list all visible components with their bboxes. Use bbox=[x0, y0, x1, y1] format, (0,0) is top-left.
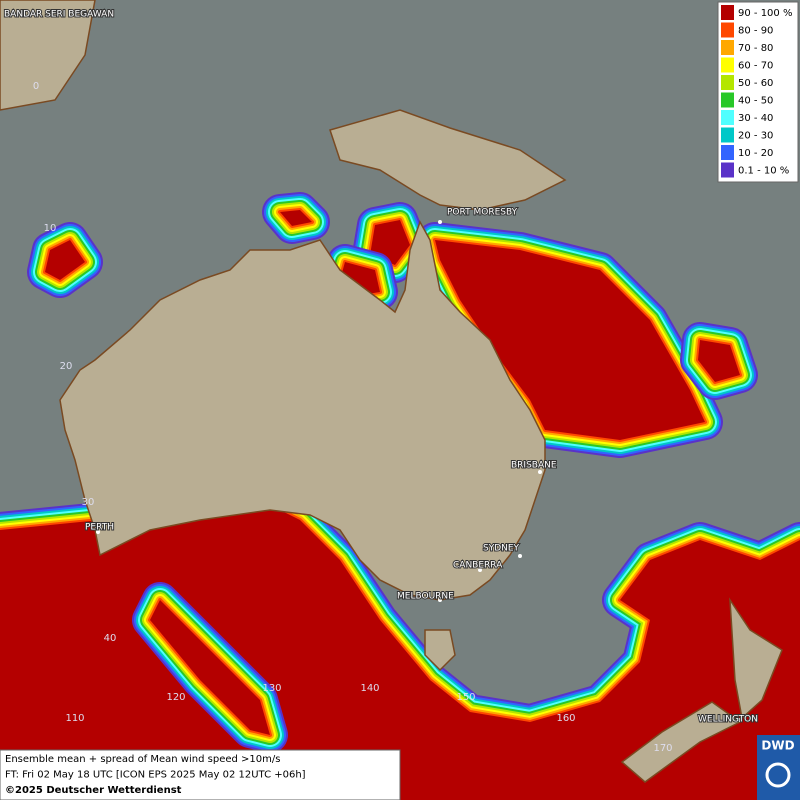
footer-line: ©2025 Deutscher Wetterdienst bbox=[5, 785, 182, 796]
new-guinea bbox=[329, 109, 567, 211]
legend-swatch bbox=[721, 75, 734, 90]
legend-swatch bbox=[721, 57, 734, 73]
grid-label: 160 bbox=[556, 713, 575, 724]
australia bbox=[59, 220, 546, 601]
grid-label: 130 bbox=[262, 683, 281, 694]
footer-line: FT: Fri 02 May 18 UTC [ICON EPS 2025 May… bbox=[5, 770, 306, 781]
land bbox=[0, 0, 783, 783]
legend-label: 40 - 50 bbox=[738, 96, 773, 107]
probability-band bbox=[150, 600, 270, 735]
footer-box bbox=[0, 749, 401, 800]
legend-label: 10 - 20 bbox=[738, 148, 773, 159]
legend-swatch bbox=[721, 22, 734, 38]
probability-band bbox=[698, 340, 740, 382]
legend-label: 70 - 80 bbox=[738, 43, 773, 54]
legend-label: 60 - 70 bbox=[738, 61, 773, 72]
grid-label: 140 bbox=[360, 683, 379, 694]
city-label: WELLINGTON bbox=[698, 715, 758, 725]
logo-swirl bbox=[765, 762, 791, 788]
city-label: BRISBANE bbox=[511, 461, 557, 471]
city-marker bbox=[738, 718, 742, 722]
probability-fields bbox=[0, 192, 800, 800]
legend-swatch bbox=[721, 110, 734, 125]
grid-label: 10 bbox=[44, 223, 57, 234]
legend-label: 20 - 30 bbox=[738, 131, 773, 142]
city-label: CANBERRA bbox=[453, 561, 503, 571]
legend-swatch bbox=[721, 162, 734, 178]
legend-label: 80 - 90 bbox=[738, 26, 773, 37]
city-label: PERTH bbox=[85, 523, 114, 533]
city-marker bbox=[88, 10, 92, 14]
legend-swatch bbox=[721, 127, 734, 143]
city-label: MELBOURNE bbox=[397, 592, 454, 602]
logo: DWD bbox=[757, 735, 800, 800]
city-marker bbox=[438, 598, 442, 602]
probability-band bbox=[45, 240, 85, 280]
labels: BANDAR SERI BEGAWAN PORT MORESBY BRISBANE P… bbox=[3, 9, 759, 755]
grid-label: 0 bbox=[33, 81, 39, 92]
legend-label: 90 - 100 % bbox=[738, 8, 792, 19]
grid-label: 40 bbox=[104, 633, 117, 644]
footer: Ensemble mean + spread of Mean wind spee… bbox=[0, 749, 401, 800]
city-marker bbox=[538, 470, 542, 474]
city-label: PORT MORESBY bbox=[447, 208, 518, 218]
borneo bbox=[0, 0, 96, 111]
grid-label: 120 bbox=[166, 692, 185, 703]
grid-label: 30 bbox=[82, 497, 95, 508]
grid-label: 110 bbox=[65, 713, 84, 724]
legend-label: 0.1 - 10 % bbox=[738, 166, 789, 177]
city-label: BANDAR SERI BEGAWAN bbox=[4, 10, 114, 20]
footer-line: Ensemble mean + spread of Mean wind spee… bbox=[5, 754, 280, 765]
probability-band bbox=[0, 505, 800, 800]
city-marker bbox=[518, 554, 522, 558]
grid-label: 150 bbox=[456, 692, 475, 703]
logo-text: DWD bbox=[761, 739, 794, 753]
probability-band bbox=[280, 210, 312, 226]
city-label: SYDNEY bbox=[483, 544, 520, 554]
grid-label: 170 bbox=[653, 743, 672, 754]
probability-band bbox=[435, 240, 705, 440]
legend: 90 - 100 % 80 - 90 70 - 80 60 - 70 50 - 60 40… bbox=[717, 1, 799, 183]
city-marker bbox=[438, 220, 442, 224]
grid-label: 20 bbox=[60, 361, 73, 372]
new-zealand-north bbox=[729, 597, 783, 720]
legend-swatch bbox=[721, 145, 734, 160]
legend-swatch bbox=[721, 5, 734, 20]
legend-label: 30 - 40 bbox=[738, 113, 773, 124]
legend-label: 50 - 60 bbox=[738, 78, 773, 89]
new-zealand-south bbox=[620, 701, 742, 783]
city-marker bbox=[96, 530, 100, 534]
legend-swatch bbox=[721, 92, 734, 108]
city-marker bbox=[478, 568, 482, 572]
tasmania bbox=[424, 629, 456, 672]
logo-box bbox=[757, 735, 800, 800]
legend-swatch bbox=[721, 40, 734, 55]
